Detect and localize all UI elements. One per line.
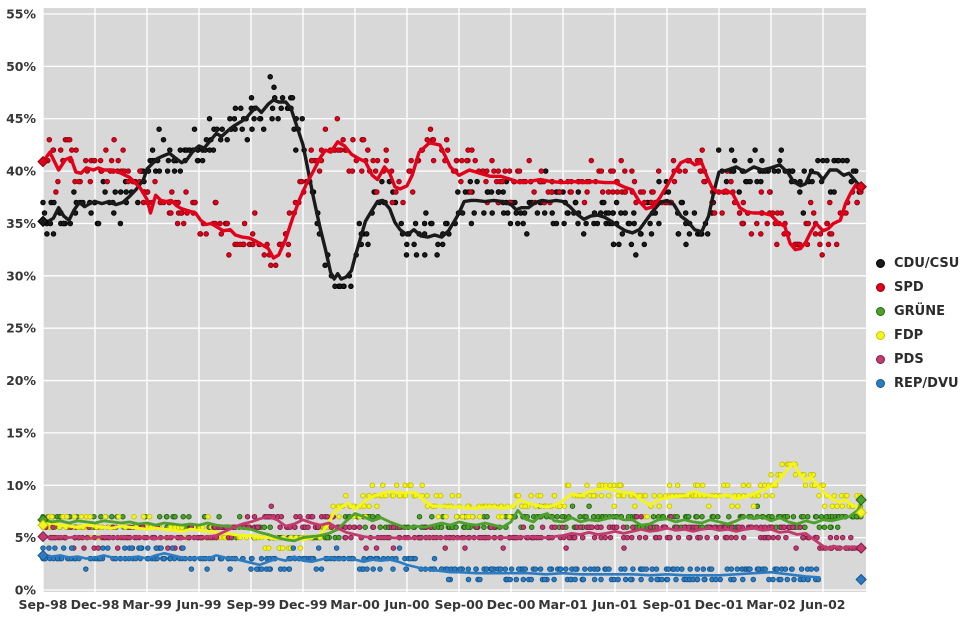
x-tick-label: Dec-00 — [487, 597, 536, 612]
x-tick-label: Sep-00 — [434, 597, 483, 612]
x-tick-label: Sep-99 — [226, 597, 275, 612]
end-marker-fdp — [855, 506, 867, 519]
legend-item-pds: PDS — [876, 347, 959, 371]
start-marker-pds — [37, 530, 49, 543]
x-tick-label: Dec-01 — [695, 597, 744, 612]
x-tick-label: Dec-98 — [71, 597, 120, 612]
y-tick-label: 50% — [6, 59, 36, 74]
start-marker-spd — [37, 155, 49, 168]
legend-label-pds: PDS — [894, 351, 924, 367]
x-axis-labels: Sep-98 Dec-98 Mar-99 Jun-99 Sep-99 Dec-99 Mar-… — [18, 597, 845, 612]
start-marker-cdu-csu — [37, 215, 49, 228]
y-tick-label: 25% — [6, 321, 36, 336]
trend-line-fdp — [41, 461, 863, 542]
start-marker-rep-dvu — [37, 549, 49, 562]
legend-label-cdu-csu: CDU/CSU — [894, 255, 960, 271]
legend-item-fdp: FDP — [876, 323, 959, 347]
y-tick-label: 35% — [6, 216, 36, 231]
y-tick-label: 45% — [6, 111, 36, 126]
y-tick-label: 5% — [15, 530, 37, 545]
y-tick-label: 30% — [6, 268, 36, 283]
end-marker-spd — [855, 181, 867, 193]
legend-item-cdu-csu: CDU/CSU — [876, 251, 959, 275]
legend-label-spd: SPD — [894, 279, 924, 295]
legend-dot-fdp-icon — [876, 330, 885, 340]
legend-item-spd: SPD — [876, 275, 959, 299]
x-tick-label: Mar-99 — [122, 597, 172, 612]
legend-item-gruene: GRÜNE — [876, 299, 959, 323]
legend-dot-spd-icon — [876, 282, 885, 292]
x-tick-label: Mar-01 — [538, 597, 588, 612]
end-marker-rep-dvu — [855, 573, 867, 586]
y-tick-label: 15% — [6, 425, 36, 440]
x-tick-label: Jun-99 — [175, 597, 221, 612]
gridlines — [42, 8, 866, 592]
legend-label-fdp: FDP — [894, 327, 924, 343]
y-tick-label: 55% — [6, 7, 36, 22]
y-tick-label: 0% — [15, 583, 37, 598]
legend-label-rep-dvu: REP/DVU — [894, 375, 959, 391]
x-tick-label: Sep-01 — [642, 597, 691, 612]
y-axis-labels: 0% 5% 10% 15% 20% 25% 30% 35% 40% 45% 50% 55% — [6, 7, 36, 598]
legend-dot-cdu-csu-icon — [876, 258, 885, 268]
start-marker-fdp — [37, 519, 49, 531]
trend-line-cdu-csu — [41, 98, 863, 281]
trend-line-spd — [41, 140, 863, 260]
end-marker-gruene — [855, 494, 867, 506]
y-tick-label: 40% — [6, 164, 36, 179]
plot-area — [43, 8, 866, 592]
legend-dot-rep-dvu-icon — [876, 378, 885, 388]
legend-item-rep-dvu: REP/DVU — [876, 371, 959, 395]
x-tick-label: Sep-98 — [18, 597, 67, 612]
x-tick-label: Mar-00 — [330, 597, 380, 612]
legend-dot-pds-icon — [876, 354, 885, 364]
trend-line-gruene — [41, 502, 863, 543]
chart-legend: CDU/CSU SPD GRÜNE FDP PDS REP/DVU — [876, 251, 959, 395]
y-tick-label: 10% — [6, 478, 36, 493]
legend-label-gruene: GRÜNE — [894, 303, 945, 319]
x-tick-label: Mar-02 — [746, 597, 796, 612]
end-marker-pds — [855, 542, 867, 554]
x-tick-label: Jun-01 — [591, 597, 637, 612]
trend-line-rep-dvu — [41, 551, 821, 579]
legend-dot-gruene-icon — [876, 306, 885, 316]
x-tick-label: Jun-02 — [799, 597, 845, 612]
trend-line-pds — [41, 515, 863, 551]
x-tick-label: Jun-00 — [383, 597, 429, 612]
scatter-rep-dvu — [40, 545, 822, 583]
y-tick-label: 20% — [6, 373, 36, 388]
x-tick-label: Dec-99 — [279, 597, 328, 612]
